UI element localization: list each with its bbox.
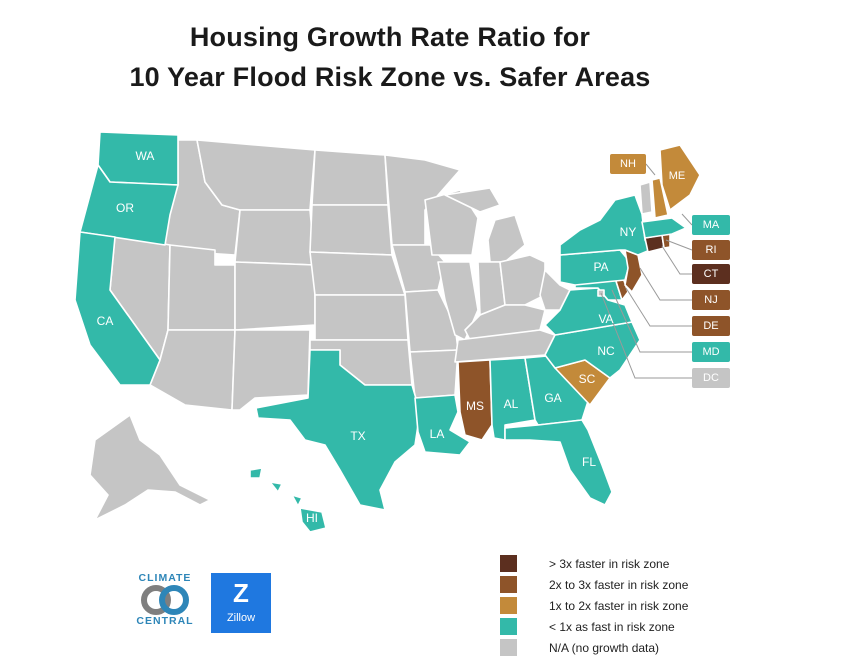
label-wa: WA [136, 149, 155, 163]
state-mo [404, 289, 459, 353]
state-la [414, 394, 471, 456]
state-nm [231, 329, 311, 411]
callout-ct: CT [692, 264, 730, 284]
svg-text:DE: DE [703, 320, 718, 332]
svg-text:NJ: NJ [704, 294, 717, 306]
state-nd [311, 149, 389, 206]
legend-label: 2x to 3x faster in risk zone [549, 577, 689, 592]
legend-item: < 1x as fast in risk zone [500, 616, 688, 637]
callout-md: MD [692, 342, 730, 362]
label-sc: SC [579, 372, 596, 386]
zillow-logo: Z Zillow [211, 573, 271, 633]
state-oh [499, 254, 546, 306]
state-wi [424, 189, 479, 256]
legend-item: 2x to 3x faster in risk zone [500, 574, 688, 595]
label-ms: MS [466, 399, 484, 413]
climate-central-line1: CLIMATE [138, 572, 192, 584]
state-vt [639, 181, 653, 215]
state-labels: WA OR CA TX LA MS AL GA FL SC NC VA PA N… [97, 149, 637, 525]
label-va: VA [598, 312, 613, 326]
callout-ri: RI [692, 240, 730, 260]
state-wy [234, 209, 316, 266]
callout-me: ME [669, 170, 686, 182]
climate-central-line2: CENTRAL [136, 615, 194, 627]
label-ca: CA [97, 314, 114, 328]
legend-swatch [500, 639, 517, 656]
legend-label: > 3x faster in risk zone [549, 556, 670, 571]
svg-text:MD: MD [702, 346, 719, 358]
state-hi [249, 467, 327, 533]
callout-nh: NH [610, 154, 646, 174]
state-ak [89, 414, 211, 521]
label-la: LA [430, 427, 445, 441]
state-ca [74, 231, 161, 386]
state-sd [309, 204, 393, 256]
legend-swatch [500, 618, 517, 635]
legend-label: 1x to 2x faster in risk zone [549, 598, 689, 613]
legend-label: N/A (no growth data) [549, 640, 660, 655]
climate-central-rings-icon [141, 585, 189, 615]
state-ar [409, 349, 459, 399]
state-nj [624, 249, 643, 293]
label-ny: NY [620, 225, 637, 239]
state-tx [255, 349, 421, 511]
callout-de: DE [692, 316, 730, 336]
legend-item: N/A (no growth data) [500, 637, 688, 658]
callout-nj: NJ [692, 290, 730, 310]
state-ma [641, 217, 687, 239]
zillow-name: Zillow [226, 612, 256, 624]
svg-text:MA: MA [703, 219, 720, 231]
svg-text:CT: CT [704, 268, 719, 280]
legend-label: < 1x as fast in risk zone [549, 619, 675, 634]
state-co [234, 261, 316, 331]
callout-leaders [600, 163, 693, 379]
legend-item: 1x to 2x faster in risk zone [500, 595, 688, 616]
legend-swatch [500, 576, 517, 593]
state-fl [504, 419, 613, 506]
svg-text:DC: DC [703, 372, 719, 384]
label-pa: PA [593, 260, 608, 274]
chart-title-line1: Housing Growth Rate Ratio for [189, 22, 591, 52]
label-fl: FL [582, 455, 596, 469]
label-hi: HI [306, 511, 318, 525]
label-ga: GA [544, 391, 561, 405]
label-tx: TX [350, 429, 365, 443]
legend-swatch [500, 555, 517, 572]
legend-item: > 3x faster in risk zone [500, 553, 688, 574]
label-al: AL [504, 397, 519, 411]
state-nh [651, 177, 669, 219]
chart-title-line2: 10 Year Flood Risk Zone vs. Safer Areas [129, 62, 651, 92]
label-nc: NC [597, 344, 615, 358]
zillow-mark-icon: Z [233, 578, 249, 608]
legend: > 3x faster in risk zone 2x to 3x faster… [500, 553, 688, 658]
state-ut [167, 244, 236, 331]
state-ne [309, 251, 406, 296]
svg-text:NH: NH [620, 158, 636, 170]
svg-text:ME: ME [669, 170, 686, 182]
callout-dc: DC [692, 368, 730, 388]
state-ny [559, 194, 651, 256]
climate-central-logo: CLIMATE CENTRAL [130, 572, 200, 627]
state-ks [314, 294, 409, 341]
label-or: OR [116, 201, 134, 215]
svg-text:RI: RI [706, 244, 717, 256]
legend-swatch [500, 597, 517, 614]
state-me [659, 144, 701, 211]
callout-ma: MA [692, 215, 730, 235]
